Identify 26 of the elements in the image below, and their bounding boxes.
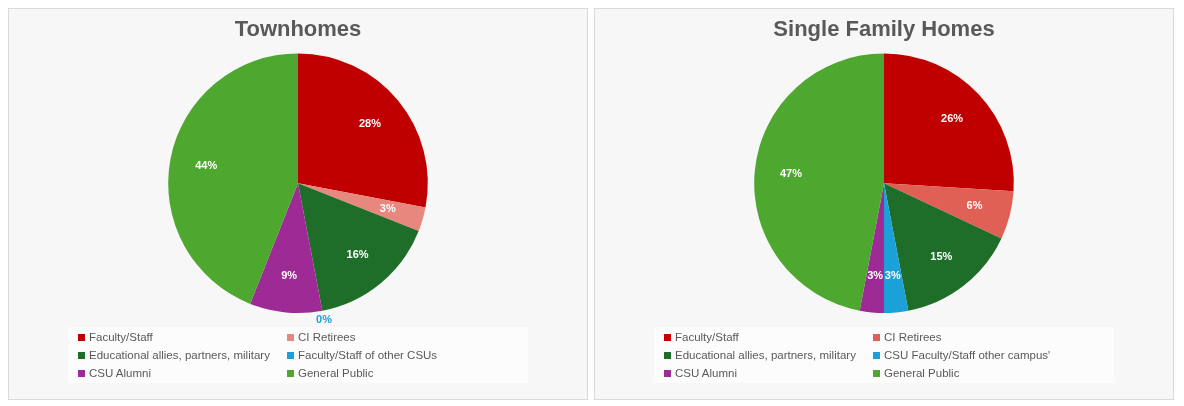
- data-label: 3%: [884, 269, 901, 282]
- data-label: 47%: [779, 167, 803, 180]
- legend-label: General Public: [884, 367, 960, 379]
- legend-label: Faculty/Staff of other CSUs: [298, 349, 438, 361]
- data-label: 16%: [346, 248, 369, 261]
- legend-label: CSU Alumni: [675, 367, 737, 379]
- legend-label: Educational allies, partners, military: [89, 349, 270, 361]
- data-label: 3%: [867, 269, 884, 282]
- legend-label: CI Retirees: [884, 331, 942, 343]
- text: 0%: [316, 312, 332, 325]
- data-label: 44%: [195, 158, 218, 171]
- legend-label: CSU Alumni: [89, 367, 151, 379]
- legend-label: Faculty/Staff: [675, 331, 739, 343]
- data-label: 28%: [358, 116, 382, 129]
- chart-title: Single Family Homes: [773, 16, 995, 42]
- legend-label: CI Retirees: [298, 331, 356, 343]
- data-label: 6%: [966, 199, 983, 212]
- legend-label: CSU Faculty/Staff other campus': [884, 349, 1051, 361]
- legend-label: General Public: [298, 367, 374, 379]
- legend-label: Educational allies, partners, military: [675, 349, 856, 361]
- data-label: 9%: [281, 269, 298, 282]
- data-label: 26%: [941, 112, 964, 125]
- data-label: 15%: [930, 250, 953, 263]
- data-label: 3%: [379, 202, 396, 215]
- chart-title: Townhomes: [234, 16, 362, 42]
- legend-label: Faculty/Staff: [89, 331, 153, 343]
